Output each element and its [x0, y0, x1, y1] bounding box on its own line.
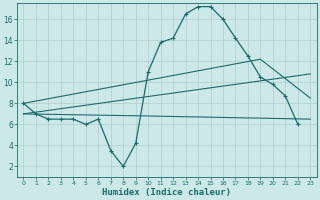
- X-axis label: Humidex (Indice chaleur): Humidex (Indice chaleur): [102, 188, 231, 197]
